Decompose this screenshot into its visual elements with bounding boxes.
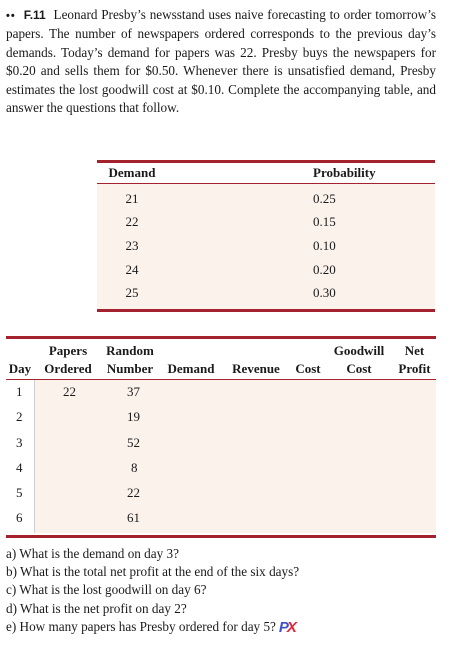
difficulty-bullets: ••	[6, 10, 16, 22]
header-demand: Demand	[108, 165, 156, 180]
values-area: 22 37 19 52 8 22	[35, 380, 436, 533]
problem-number: F.11	[23, 8, 46, 22]
demand-cell: 25	[125, 285, 139, 301]
demand-cell: 22	[125, 214, 139, 230]
probability-table-header: Demand Probability	[97, 163, 435, 184]
table-row: 5	[6, 481, 34, 506]
probability-cell: 0.10	[313, 237, 336, 253]
table-row: 22	[35, 481, 436, 506]
random-cell: 8	[131, 459, 138, 475]
day-column: 1 2 3 4 5 6	[6, 380, 35, 533]
ordered-cell: 22	[63, 384, 76, 399]
problem-statement: •• F.11 Leonard Presby’s newsstand uses n…	[6, 6, 436, 117]
header-net-profit: Net Profit	[398, 343, 431, 376]
header-day: Day	[8, 361, 32, 376]
header-cost: Cost	[295, 361, 321, 376]
random-cell: 37	[127, 384, 140, 399]
questions-list: a) What is the demand on day 3? b) What …	[6, 545, 299, 637]
problem-text: Leonard Presby’s newsstand uses naive fo…	[6, 7, 437, 116]
table-row: 1	[6, 380, 34, 405]
table-row: 2	[6, 405, 34, 430]
day-cell: 5	[16, 485, 23, 501]
demand-cell: 21	[125, 190, 139, 206]
question-b: b) What is the total net profit at the e…	[6, 564, 300, 580]
probability-cell: 0.15	[313, 214, 336, 230]
day-cell: 4	[16, 459, 23, 475]
header-revenue: Revenue	[232, 361, 280, 376]
day-cell: 3	[16, 434, 23, 450]
table-row: 6	[6, 506, 34, 531]
table-row: 25 0.30	[97, 281, 435, 305]
table-row: 21 0.25	[97, 187, 435, 211]
header-demand: Demand	[167, 361, 215, 376]
table-row: 8	[35, 456, 436, 481]
random-cell: 52	[127, 434, 140, 450]
day-cell: 1	[16, 384, 23, 399]
table-row: 22 0.15	[97, 211, 435, 235]
question-c: c) What is the lost goodwill on day 6?	[6, 582, 207, 598]
question-a: a) What is the demand on day 3?	[6, 546, 179, 561]
simulation-table-header: Day Papers Ordered Random Number Demand …	[6, 339, 436, 380]
table-row: 4	[6, 456, 34, 481]
random-cell: 19	[127, 409, 140, 425]
table-row: 22 37	[35, 380, 436, 405]
question-e-row: e) How many papers has Presby ordered fo…	[6, 618, 299, 637]
px-icon: PX	[278, 618, 297, 636]
table-row: 19	[35, 405, 436, 430]
day-cell: 2	[16, 409, 23, 425]
question-e: e) How many papers has Presby ordered fo…	[6, 618, 276, 634]
table-row: 3	[6, 431, 34, 456]
demand-cell: 23	[125, 237, 139, 253]
header-probability: Probability	[313, 165, 376, 180]
day-cell: 6	[16, 510, 23, 526]
demand-cell: 24	[125, 261, 139, 277]
random-cell: 61	[127, 510, 140, 526]
table-row: 23 0.10	[97, 234, 435, 258]
random-cell: 22	[127, 485, 140, 501]
simulation-table: Day Papers Ordered Random Number Demand …	[6, 336, 436, 538]
table-row: 24 0.20	[97, 258, 435, 282]
header-goodwill-cost: Goodwill Cost	[333, 343, 385, 376]
table-row: 52	[35, 431, 436, 456]
probability-cell: 0.30	[313, 285, 336, 301]
header-random-number: Random Number	[106, 343, 154, 376]
table-row: 61	[35, 506, 436, 531]
probability-cell: 0.25	[313, 190, 336, 206]
header-papers-ordered: Papers Ordered	[44, 343, 92, 376]
probability-table: Demand Probability 21 0.25 22 0.15 23 0.…	[97, 160, 435, 312]
probability-cell: 0.20	[313, 261, 336, 277]
question-d: d) What is the net profit on day 2?	[6, 600, 187, 616]
